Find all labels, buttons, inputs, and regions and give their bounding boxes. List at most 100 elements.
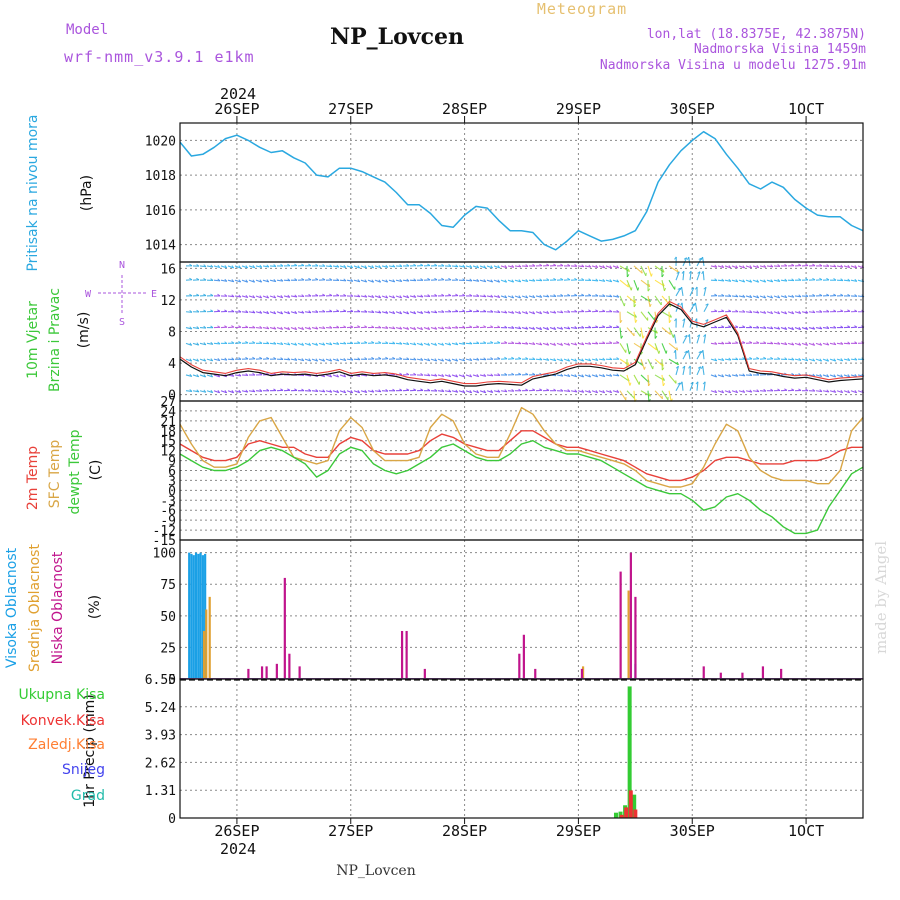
top-day-label: 1OCT (788, 100, 824, 118)
wind-barb (843, 358, 850, 361)
wind-barb (717, 374, 724, 378)
wind-barb-head (688, 270, 692, 274)
wind-barb-head (504, 295, 508, 299)
wind-barb (395, 342, 403, 345)
wind-barb (241, 311, 249, 314)
wind-barb-head (539, 263, 543, 267)
wind-barb (227, 279, 234, 283)
wind-barb (598, 279, 605, 282)
wind-barb-head (259, 388, 263, 392)
wind-barb (542, 327, 549, 331)
wind-barb-head (322, 264, 326, 267)
wind-barb-head (490, 309, 494, 313)
wind-barb-head (728, 278, 732, 282)
wind-barb-head (854, 373, 858, 377)
wind-barb-head (364, 279, 368, 283)
wind-barb-head (826, 342, 830, 346)
wind-barb (724, 265, 731, 269)
wind-barb (661, 343, 667, 354)
wind-barb (703, 381, 706, 391)
wind-barb (276, 342, 283, 346)
wind-barb (521, 295, 528, 299)
wind-barb-head (420, 388, 424, 391)
wind-barb-head (805, 342, 809, 346)
wind-barb-head (854, 309, 858, 312)
wind-barb (647, 265, 652, 277)
wind-barb (521, 327, 528, 330)
wind-barb (360, 374, 368, 377)
wind-barb-head (189, 358, 193, 362)
cloud-high-axis-label: Visoka Oblacnost (4, 547, 20, 668)
model-name: wrf-nmm_v3.9.1 e1km (64, 48, 255, 66)
wind-barb (542, 311, 549, 314)
wind-barb (234, 279, 241, 283)
wind-barb-head (399, 372, 403, 375)
chart-kind: Meteogram (537, 0, 627, 18)
wind-barb-head (238, 357, 242, 360)
wind-barb (682, 271, 685, 281)
footer-title: NP_Lovcen (336, 863, 415, 879)
wind-barb-head (532, 263, 536, 267)
wind-barb-head (280, 263, 284, 267)
wind-barb (675, 271, 680, 281)
wind-barb (220, 279, 227, 282)
wind-barb (192, 374, 199, 378)
wind-barb-head (259, 279, 263, 283)
wind-barb-head (560, 342, 564, 346)
panel-frame-pressure (179, 122, 864, 263)
wind-barb-head (455, 293, 459, 296)
wind-barb-head (721, 309, 725, 312)
wind-barb-head (245, 340, 249, 344)
wind-barb (717, 279, 725, 282)
wind-barb (535, 295, 542, 298)
wind-barb-head (854, 265, 858, 269)
wind-barb (199, 327, 207, 329)
compass-west: W (85, 289, 92, 300)
wind-barb-head (698, 257, 702, 260)
wind-barb-head (252, 265, 256, 268)
wind-barb (220, 265, 227, 269)
wind-barb (395, 279, 402, 283)
wind-barb (332, 342, 340, 345)
wind-barb-head (392, 264, 396, 268)
wind-barb (612, 374, 620, 377)
wind-barb-head (315, 277, 319, 281)
wind-barb-head (539, 278, 543, 282)
wind-barb-head (259, 325, 263, 329)
wind-barb-head (294, 263, 298, 267)
wind-barb (640, 327, 644, 339)
y-tick-label: 12 (160, 294, 176, 309)
wind-barb (360, 279, 367, 283)
cloud-bar-cloud_low (534, 668, 537, 679)
wind-barb-head (567, 309, 571, 313)
wind-barb (374, 279, 381, 283)
wind-barb (290, 311, 297, 314)
wind-barb (766, 265, 774, 268)
wind-barb-head (371, 310, 375, 313)
wind-barb-head (728, 373, 732, 377)
wind-barb (248, 311, 255, 314)
wind-barb-head (756, 389, 760, 392)
wind-barb-head (756, 356, 760, 360)
wind-barb (773, 295, 780, 299)
wind-barb (192, 390, 199, 393)
wind-barb-head (252, 372, 256, 376)
wind-barb (248, 295, 255, 299)
wind-barb-head (364, 357, 368, 360)
wind-barb-head (217, 325, 221, 328)
wind-barb (381, 265, 388, 268)
wind-barb (563, 390, 571, 393)
cloud-bar-cloud_low (405, 630, 408, 679)
wind-barb (248, 265, 255, 269)
wind-barb (668, 265, 679, 273)
wind-barb-head (301, 388, 305, 392)
wind-barb-head (700, 365, 704, 369)
wind-barb-head (357, 325, 361, 328)
wind-barb (843, 374, 850, 378)
wind-barb (416, 295, 424, 298)
wind-barb (640, 358, 645, 370)
wind-barb-head (693, 302, 696, 306)
wind-barb-head (406, 372, 410, 376)
cloud-bar-cloud_high (192, 555, 195, 679)
wind-barb-head (427, 263, 431, 266)
